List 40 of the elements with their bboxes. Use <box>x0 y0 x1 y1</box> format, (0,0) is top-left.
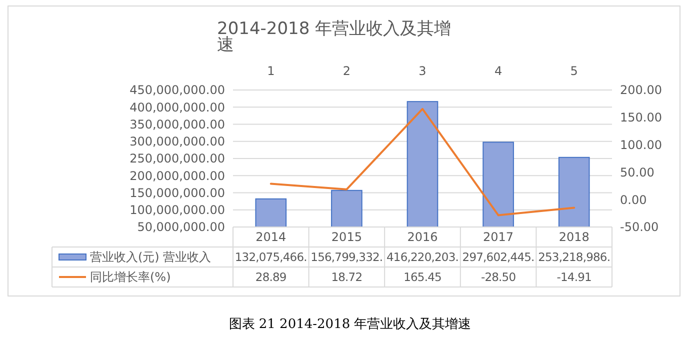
data-label: -28.50 <box>480 270 516 284</box>
x-tick-label: 2017 <box>483 230 514 244</box>
data-label: 297,602,445. <box>462 250 534 264</box>
x-tick-label: 2016 <box>407 230 438 244</box>
legend-label: 同比增长率(%) <box>90 270 171 284</box>
x2-tick-label: 3 <box>418 64 426 78</box>
y-tick-label: 100,000,000.00 <box>130 203 225 218</box>
y2-tick-label: -50.00 <box>620 220 659 234</box>
y-tick-label: 50,000,000.00 <box>137 220 225 234</box>
y2-tick-label: 200.00 <box>620 83 662 98</box>
x-tick-label: 2014 <box>256 230 286 244</box>
y2-tick-label: 100.00 <box>620 138 662 152</box>
data-label: 165.45 <box>404 270 442 284</box>
y-tick-label: 150,000,000.00 <box>130 186 225 200</box>
x2-tick-label: 1 <box>267 64 275 78</box>
x2-tick-label: 4 <box>494 64 502 78</box>
text: 图表 21 2014-2018 年营业收入及其增速 <box>228 317 472 332</box>
data-label: 416,220,203. <box>386 250 459 264</box>
x2-tick-label: 5 <box>570 64 578 78</box>
y-tick-label: 250,000,000.00 <box>130 152 225 166</box>
chart-title: 2014-2018 年营业收入及其增速 <box>217 19 452 55</box>
y-tick-label: 450,000,000.00 <box>130 83 225 98</box>
y-tick-label: 400,000,000.00 <box>130 100 225 114</box>
y2-tick-label: 150.00 <box>620 110 662 125</box>
x-tick-label: 2018 <box>558 230 590 244</box>
y-tick-label: 300,000,000.00 <box>130 134 225 149</box>
legend-label: 营业收入(元) 营业收入 <box>90 250 212 264</box>
x2-tick-label: 2 <box>342 64 351 78</box>
line-series <box>270 108 576 216</box>
y2-tick-label: 50.00 <box>620 165 654 180</box>
data-label: 28.89 <box>255 270 286 284</box>
data-label: 253,218,986. <box>538 250 610 264</box>
x-tick-label: 2015 <box>331 230 362 244</box>
data-label: 132,075,466. <box>234 250 307 264</box>
data-label: 18.72 <box>331 270 362 284</box>
y-tick-label: 350,000,000.00 <box>130 117 225 132</box>
y-tick-label: 200,000,000.00 <box>130 168 225 183</box>
data-label: 156,799,332. <box>310 250 383 264</box>
y2-tick-label: 0.00 <box>620 192 647 207</box>
data-label: -14.91 <box>556 270 592 284</box>
